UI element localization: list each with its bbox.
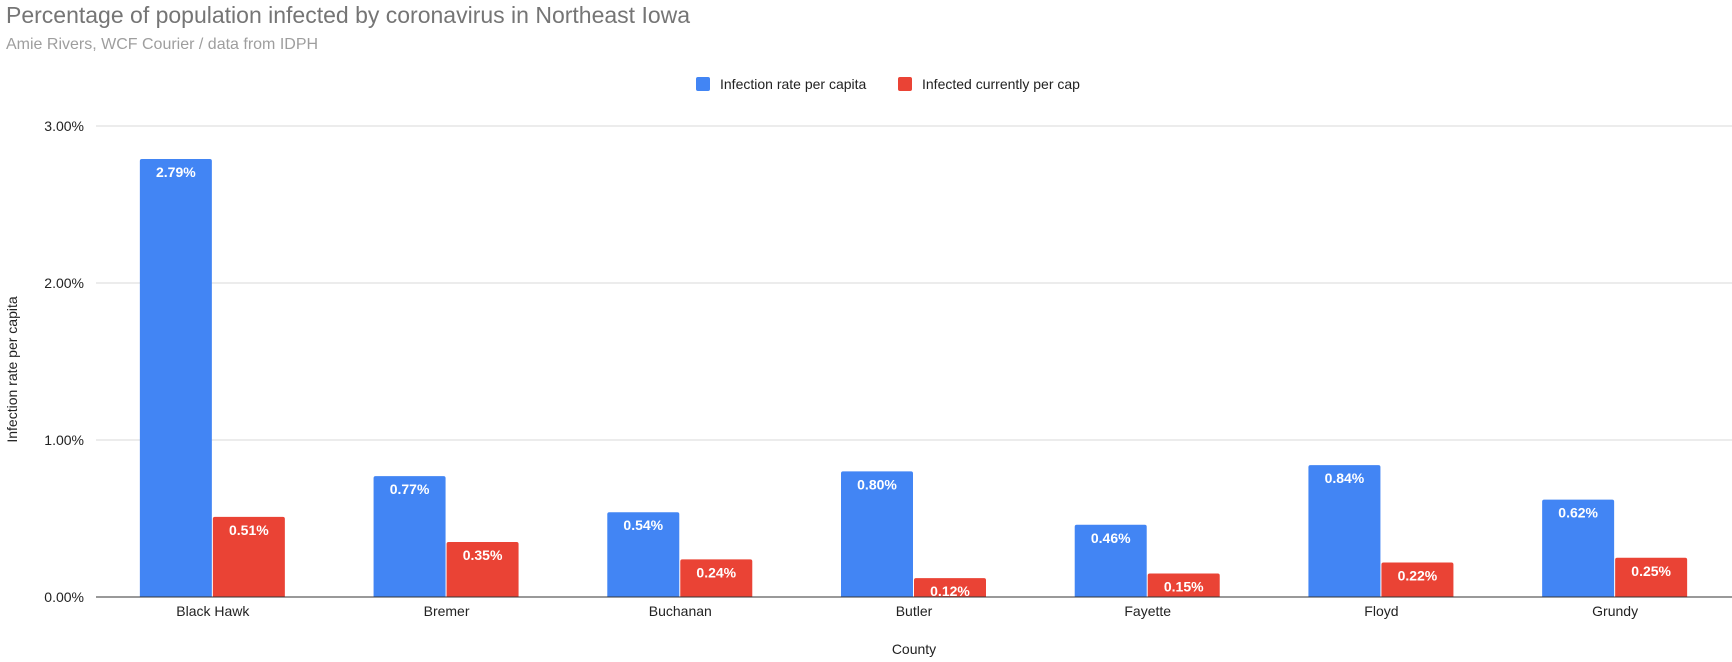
legend-swatch-infection-rate [696, 77, 710, 91]
x-tick-label: Floyd [1364, 603, 1398, 619]
chart-title: Percentage of population infected by cor… [6, 2, 691, 28]
legend-label-infected-currently: Infected currently per cap [922, 76, 1080, 92]
bar-infected-currently[interactable] [680, 559, 753, 597]
data-label-infected-currently: 0.25% [1631, 563, 1671, 579]
x-tick-label: Black Hawk [176, 603, 250, 619]
data-label-infection-rate: 0.46% [1091, 530, 1131, 546]
bar-infection-rate[interactable] [1542, 499, 1615, 597]
bar-infection-rate[interactable] [1074, 524, 1147, 597]
y-tick-label: 3.00% [44, 118, 84, 134]
data-label-infected-currently: 0.24% [696, 564, 736, 580]
data-label-infection-rate: 0.62% [1558, 505, 1598, 521]
x-tick-label: Buchanan [649, 603, 712, 619]
y-axis-title: Infection rate per capita [4, 296, 20, 443]
legend-item-infected-currently[interactable]: Infected currently per cap [898, 76, 1080, 92]
bar-infection-rate[interactable] [1308, 465, 1381, 597]
y-tick-label: 2.00% [44, 275, 84, 291]
x-tick-label: Butler [896, 603, 933, 619]
data-label-infection-rate: 0.84% [1325, 470, 1365, 486]
bar-infection-rate[interactable] [607, 512, 680, 597]
x-tick-label: Bremer [424, 603, 470, 619]
y-tick-label: 0.00% [44, 589, 84, 605]
x-axis-title: County [892, 641, 936, 657]
bars: 2.79% 0.51% 0.77% 0.35% 0.54% 0.24% 0.80% 0.12%… [139, 158, 1688, 599]
data-label-infected-currently: 0.15% [1164, 578, 1204, 594]
data-label-infected-currently: 0.51% [229, 522, 269, 538]
data-label-infected-currently: 0.35% [463, 547, 503, 563]
y-axis-tick-labels: 0.00% 1.00% 2.00% 3.00% [44, 118, 84, 605]
data-label-infection-rate: 0.80% [857, 476, 897, 492]
data-label-infection-rate: 0.77% [390, 481, 430, 497]
x-axis-tick-labels: Black Hawk Bremer Buchanan Butler Fayette Flo… [176, 603, 1638, 619]
bar-infected-currently[interactable] [914, 578, 986, 597]
legend-label-infection-rate: Infection rate per capita [720, 76, 867, 92]
legend-swatch-infected-currently [898, 77, 912, 91]
bar-infection-rate[interactable] [139, 158, 212, 597]
legend-item-infection-rate[interactable]: Infection rate per capita [696, 76, 866, 92]
bar-infected-currently[interactable] [1147, 573, 1220, 597]
data-label-infected-currently: 0.12% [930, 583, 970, 599]
bar-infection-rate[interactable] [373, 476, 446, 597]
legend: Infection rate per capita Infected curre… [0, 76, 1732, 96]
bar-infected-currently[interactable] [446, 542, 519, 597]
x-tick-label: Grundy [1592, 603, 1638, 619]
bar-infection-rate[interactable] [841, 471, 913, 597]
bar-infected-currently[interactable] [212, 516, 285, 597]
data-label-infected-currently: 0.22% [1398, 567, 1438, 583]
x-tick-label: Fayette [1124, 603, 1171, 619]
bar-infected-currently[interactable] [1615, 557, 1688, 597]
y-tick-label: 1.00% [44, 432, 84, 448]
data-label-infection-rate: 0.54% [623, 517, 663, 533]
gridlines [96, 125, 1732, 441]
data-label-infection-rate: 2.79% [156, 164, 196, 180]
bar-infected-currently[interactable] [1381, 562, 1454, 597]
chart-subtitle: Amie Rivers, WCF Courier / data from IDP… [6, 36, 319, 53]
